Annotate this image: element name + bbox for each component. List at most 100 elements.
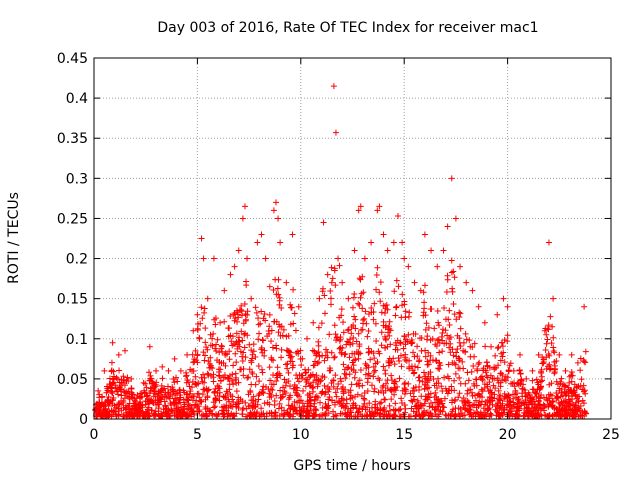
data-point [540,358,547,365]
data-point [387,412,394,419]
data-point [364,379,371,386]
data-point [216,359,223,366]
data-point [345,364,352,371]
data-point [549,412,556,419]
data-point [514,404,521,411]
data-point [538,373,545,380]
data-point [252,403,259,410]
data-point [543,354,550,361]
data-point [402,380,409,387]
data-point [361,315,368,322]
data-point [397,413,404,420]
data-point [401,402,408,409]
data-point [409,387,416,394]
data-point [549,323,556,330]
data-point [249,355,256,362]
data-point [243,278,250,285]
data-point [325,384,332,391]
data-point [310,362,317,369]
data-point [262,255,269,262]
data-point [227,271,234,278]
data-point [342,350,349,357]
data-point [270,287,277,294]
y-tick-label: 0.15 [57,292,88,308]
data-point [508,410,515,417]
data-point [382,344,389,351]
data-point [435,319,442,326]
data-point [402,351,409,358]
data-point [378,342,385,349]
data-point [531,403,538,410]
data-point [519,393,526,400]
data-point [521,386,528,393]
data-point [395,354,402,361]
data-point [121,395,128,402]
data-point [352,316,359,323]
data-point [233,403,240,410]
data-point [150,393,157,400]
data-point [128,375,135,382]
data-point [239,337,246,344]
data-point [285,332,292,339]
data-point [278,305,285,312]
data-point [146,343,153,350]
data-point [396,358,403,365]
data-point [179,411,186,418]
data-point [378,399,385,406]
data-point [340,319,347,326]
data-point [245,374,252,381]
data-point [382,335,389,342]
data-point [339,279,346,286]
data-point [273,392,280,399]
data-point [577,367,584,374]
data-point [451,398,458,405]
data-point [285,402,292,409]
data-point [132,398,139,405]
data-point [98,394,105,401]
data-point [534,386,541,393]
data-point [543,365,550,372]
data-point [494,345,501,352]
data-point [581,303,588,310]
data-point [358,392,365,399]
data-point [450,352,457,359]
data-point [201,374,208,381]
data-point [218,345,225,352]
data-point [356,377,363,384]
data-point [106,411,113,418]
y-tick-label: 0.2 [66,252,88,268]
data-point [343,400,350,407]
data-point [557,380,564,387]
data-point [532,390,539,397]
data-point [507,360,514,367]
data-point [236,334,243,341]
data-point [277,332,284,339]
data-point [209,342,216,349]
data-point [444,276,451,283]
data-point [523,375,530,382]
data-point [475,303,482,310]
data-point [463,279,470,286]
data-point [217,366,224,373]
data-point [112,382,119,389]
data-point [386,355,393,362]
data-point [388,372,395,379]
data-point [392,378,399,385]
data-point [330,377,337,384]
data-point [232,350,239,357]
data-point [275,291,282,298]
data-point [364,413,371,420]
data-point [256,330,263,337]
data-point [360,317,367,324]
data-point [579,386,586,393]
data-point [431,325,438,332]
data-point [516,367,523,374]
data-point [388,377,395,384]
data-point [273,342,280,349]
data-point [379,384,386,391]
data-point [402,314,409,321]
data-point [109,396,116,403]
data-point [415,399,422,406]
data-point [372,360,379,367]
